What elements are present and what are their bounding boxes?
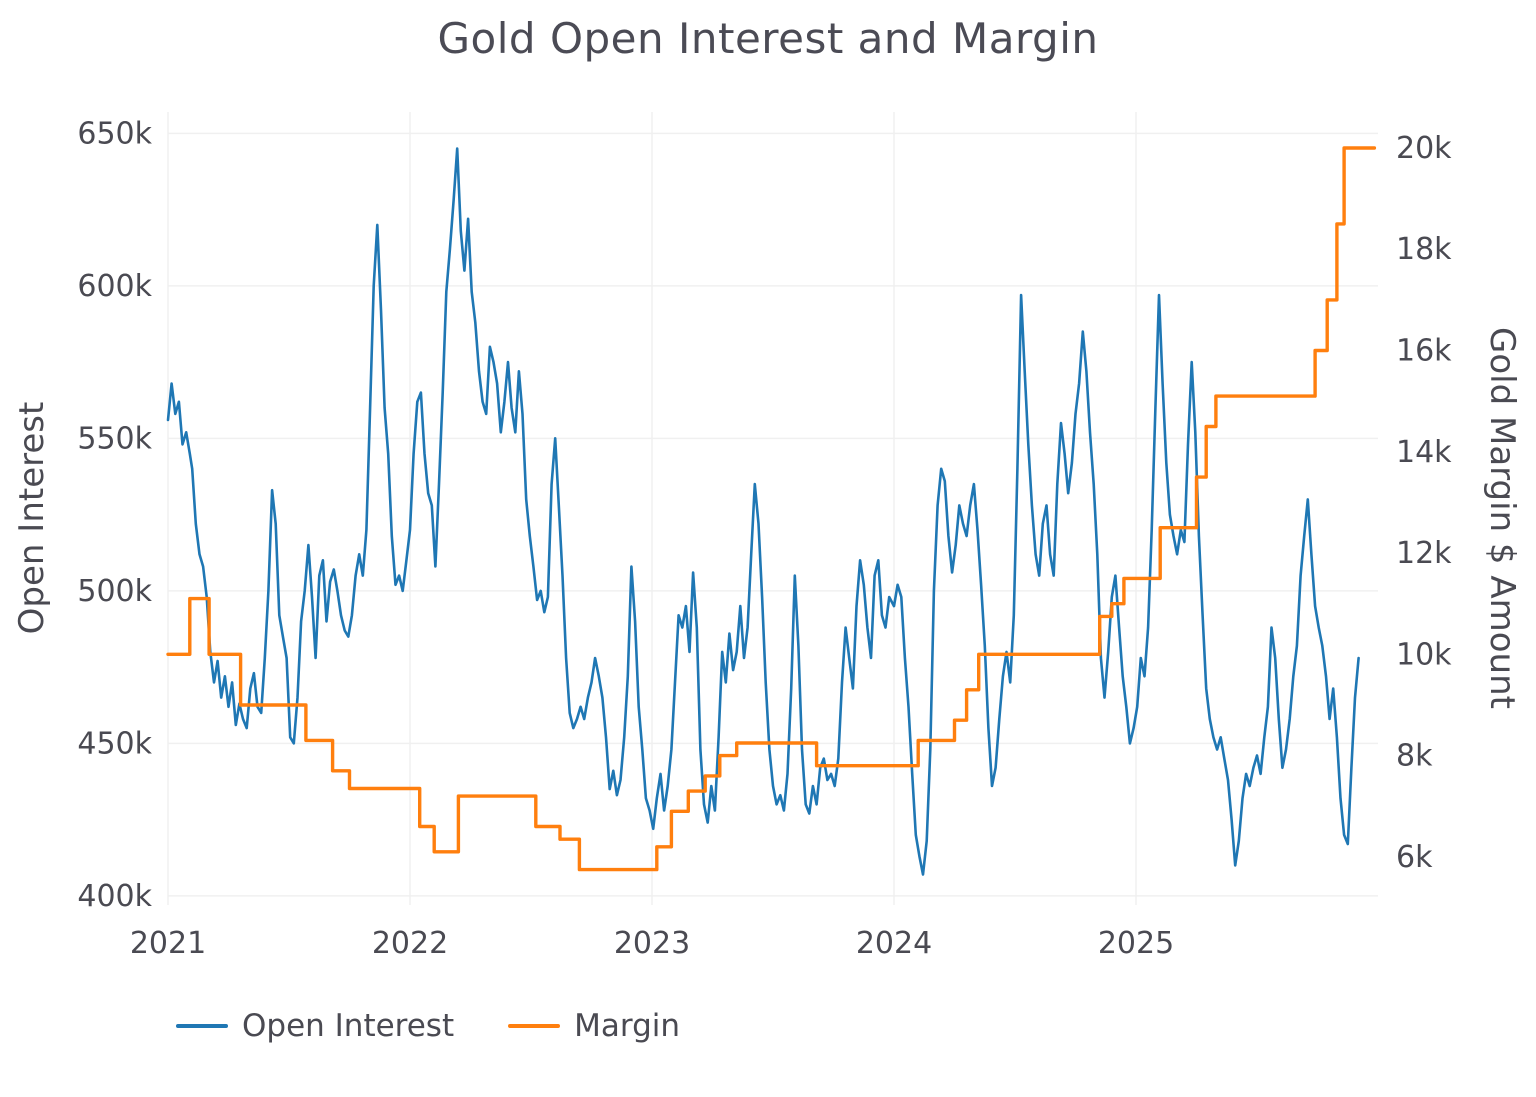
legend-item-margin[interactable]: Margin [508, 1008, 680, 1044]
left-axis-tick: 600k [77, 269, 152, 304]
legend: Open Interest Margin [176, 1008, 680, 1044]
legend-item-open-interest[interactable]: Open Interest [176, 1008, 454, 1044]
x-axis-tick: 2024 [856, 926, 932, 961]
x-axis-tick: 2021 [130, 926, 206, 961]
right-axis-tick: 18k [1396, 232, 1452, 267]
legend-label-margin: Margin [574, 1008, 681, 1044]
right-axis-tick: 8k [1396, 739, 1433, 774]
left-axis-tick: 450k [77, 726, 152, 761]
left-axis-tick: 550k [77, 421, 152, 456]
x-axis-tick: 2025 [1098, 926, 1174, 961]
open-interest-line-swatch [176, 1024, 228, 1028]
right-axis-tick: 20k [1396, 131, 1452, 166]
open-interest-line [166, 147, 1360, 876]
right-axis-tick: 16k [1396, 334, 1452, 369]
chart-title: Gold Open Interest and Margin [437, 14, 1099, 63]
legend-label-open-interest: Open Interest [242, 1008, 455, 1044]
margin-line [166, 146, 1377, 872]
right-axis-tick: 6k [1396, 840, 1433, 875]
margin-line-swatch [508, 1024, 561, 1028]
x-axis-tick: 2023 [614, 926, 690, 961]
right-axis-tick: 10k [1396, 637, 1452, 672]
right-axis-tick: 14k [1396, 435, 1452, 470]
left-axis-tick: 500k [77, 574, 152, 609]
right-axis-tick: 12k [1396, 536, 1452, 571]
left-axis-tick: 400k [77, 879, 152, 914]
x-axis-tick: 2022 [372, 926, 448, 961]
left-axis-tick: 650k [77, 116, 152, 151]
